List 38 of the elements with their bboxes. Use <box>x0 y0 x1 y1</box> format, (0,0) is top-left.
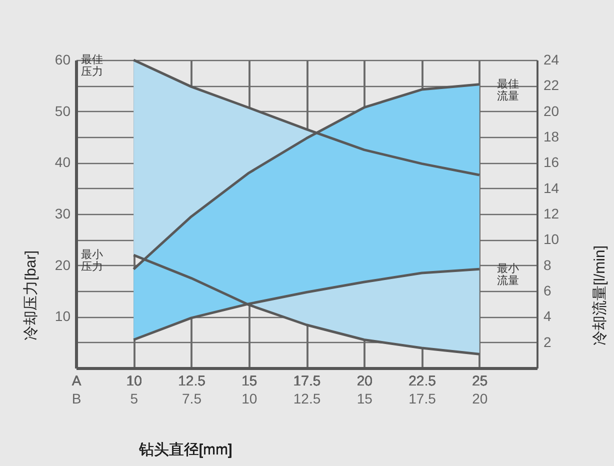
y-tick-label: 10 <box>54 308 71 324</box>
x-axis-title: 钻头直径[mm] <box>138 442 232 458</box>
x-tick-label: 20 <box>356 372 373 388</box>
y2-tick-label: 18 <box>544 128 560 144</box>
y-tick-label: 60 <box>54 52 71 68</box>
x-tick-label: 10 <box>126 372 142 388</box>
y2-tick-label: 12 <box>544 206 560 222</box>
y-tick-label: 30 <box>54 206 71 222</box>
y-tick-label: 20 <box>54 256 71 273</box>
y-tick-label: 50 <box>54 102 71 119</box>
x2-tick-label: B <box>72 390 82 406</box>
x-tick-label: 15 <box>242 372 258 388</box>
x2-tick-label: 12.5 <box>293 390 321 406</box>
x2-tick-label: 20 <box>472 390 488 406</box>
y2-tick-label: 20 <box>544 102 560 119</box>
y2-tick-label: 4 <box>544 308 552 324</box>
y2-tick-label: 10 <box>544 231 560 248</box>
x-tick-label: 25 <box>472 372 488 388</box>
y2-tick-label: 14 <box>544 180 560 196</box>
x-tick-label: A <box>72 372 82 388</box>
x2-tick-label: 7.5 <box>182 390 202 406</box>
y2-tick-label: 22 <box>544 77 560 94</box>
x-tick-label: 22.5 <box>408 372 436 388</box>
y-axis-title: 冷却压力[bar] <box>22 250 40 341</box>
series-label: 最小流量 <box>497 262 520 288</box>
x2-tick-label: 10 <box>242 390 258 406</box>
y2-tick-label: 6 <box>544 282 552 298</box>
y2-tick-label: 2 <box>544 334 552 350</box>
y2-tick-label: 16 <box>544 154 560 170</box>
y-tick-label: 40 <box>54 154 71 170</box>
y2-tick-label: 8 <box>544 256 552 273</box>
y2-tick-label: 24 <box>544 52 560 68</box>
x-tick-label: 17.5 <box>293 372 321 388</box>
x2-tick-label: 5 <box>130 390 138 406</box>
x-tick-label: 12.5 <box>178 372 206 388</box>
x2-tick-label: 15 <box>356 390 373 406</box>
y2-axis-title: 冷却流量[l/min] <box>592 245 608 346</box>
x2-tick-label: 17.5 <box>408 390 436 406</box>
